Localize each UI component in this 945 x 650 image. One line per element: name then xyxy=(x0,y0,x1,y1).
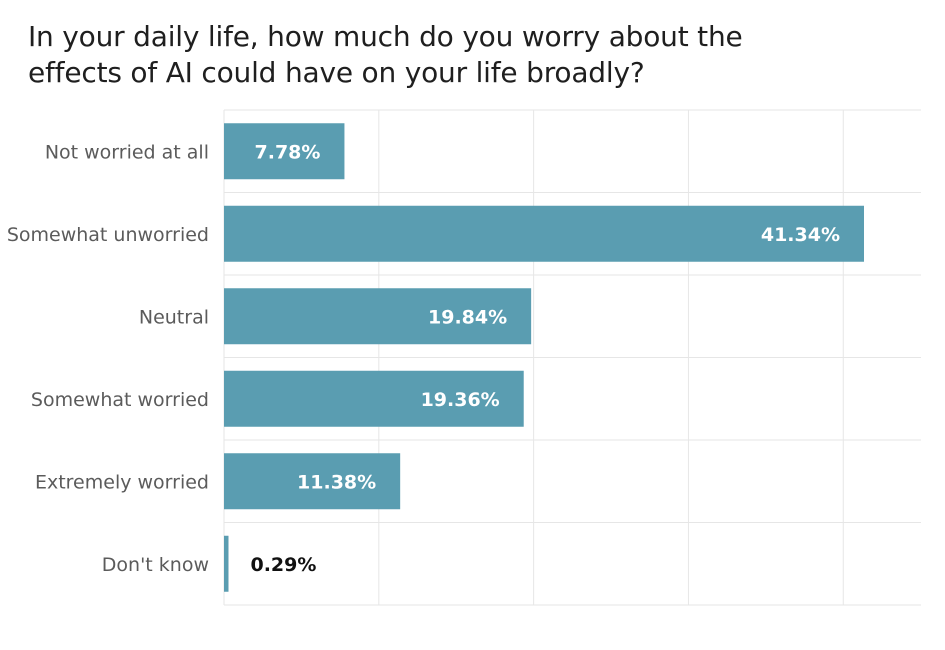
bar xyxy=(224,535,229,592)
category-label: Extremely worried xyxy=(35,471,209,493)
bars: Not worried at all 7.78% Somewhat unworrie… xyxy=(7,123,864,592)
value-label: 11.38% xyxy=(297,471,376,493)
bar xyxy=(224,123,345,180)
category-label: Don't know xyxy=(102,554,209,576)
bar-row: Neutral 19.84% xyxy=(139,288,532,345)
category-label: Neutral xyxy=(139,306,209,328)
value-label: 19.36% xyxy=(421,389,500,411)
bar xyxy=(224,370,524,427)
value-label: 41.34% xyxy=(761,224,840,246)
value-label: 0.29% xyxy=(250,554,316,576)
bar xyxy=(224,288,532,345)
bar-row: Somewhat unworried 41.34% xyxy=(7,205,864,262)
bar-row: Don't know 0.29% xyxy=(102,535,316,592)
chart-title: In your daily life, how much do you worr… xyxy=(28,20,743,89)
bar xyxy=(224,453,401,510)
value-label: 19.84% xyxy=(428,306,507,328)
category-label: Somewhat unworried xyxy=(7,224,209,246)
bar-row: Not worried at all 7.78% xyxy=(45,123,345,180)
bar-row: Extremely worried 11.38% xyxy=(35,453,401,510)
gridlines xyxy=(223,109,921,606)
bar xyxy=(224,205,864,262)
category-label: Not worried at all xyxy=(45,141,209,163)
value-label: 7.78% xyxy=(255,141,321,163)
bar-row: Somewhat worried 19.36% xyxy=(31,370,524,427)
category-label: Somewhat worried xyxy=(31,389,209,411)
